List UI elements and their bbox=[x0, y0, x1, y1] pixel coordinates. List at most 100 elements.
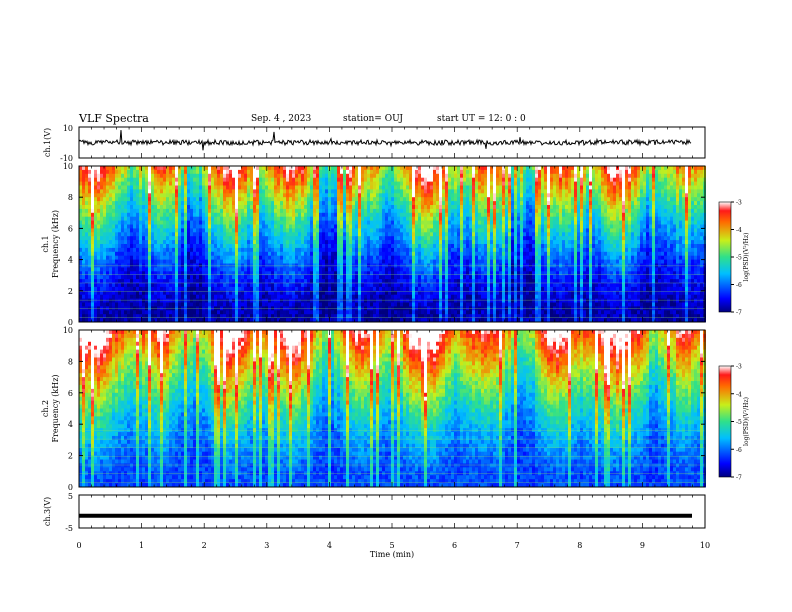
spectrogram-cell bbox=[115, 169, 118, 175]
spectrogram-cell bbox=[148, 240, 151, 245]
spectrogram-cell bbox=[160, 255, 163, 260]
spectrogram-cell bbox=[397, 279, 400, 284]
spectrogram-cell bbox=[205, 275, 208, 280]
spectrogram-cell bbox=[370, 247, 373, 253]
spectrogram-cell bbox=[199, 275, 202, 280]
spectrogram-cell bbox=[448, 267, 451, 272]
spectrogram-cell bbox=[157, 302, 160, 307]
spectrogram-cell bbox=[214, 240, 217, 245]
spectrogram-cell bbox=[82, 228, 85, 233]
spectrogram-cell bbox=[340, 193, 343, 198]
spectrogram-cell bbox=[160, 169, 163, 175]
spectrogram-cell bbox=[112, 228, 115, 233]
spectrogram-cell bbox=[241, 298, 244, 303]
spectrogram-cell bbox=[145, 173, 148, 179]
spectrogram-cell bbox=[100, 251, 103, 257]
spectrogram-cell bbox=[145, 267, 148, 272]
spectrogram-cell bbox=[94, 173, 97, 179]
spectrogram-cell bbox=[226, 220, 229, 225]
spectrogram-cell bbox=[379, 271, 382, 276]
spectrogram-cell bbox=[211, 201, 214, 206]
spectrogram-cell bbox=[406, 310, 409, 315]
spectrogram-cell bbox=[298, 232, 301, 237]
spectrogram-cell bbox=[100, 259, 103, 264]
spectrogram-cell bbox=[319, 259, 322, 264]
spectrogram-cell bbox=[151, 310, 154, 315]
spectrogram-cell bbox=[442, 232, 445, 237]
spectrogram-cell bbox=[421, 216, 424, 221]
spectrogram-cell bbox=[298, 224, 301, 229]
spectrogram-cell bbox=[97, 220, 100, 225]
spectrogram-cell bbox=[169, 212, 172, 218]
spectrogram-cell bbox=[370, 255, 373, 260]
spectrogram-cell bbox=[433, 279, 436, 284]
spectrogram-cell bbox=[352, 169, 355, 175]
spectrogram-cell bbox=[379, 314, 382, 319]
spectrogram-cell bbox=[208, 228, 211, 233]
spectrogram-cell bbox=[229, 201, 232, 206]
spectrogram-cell bbox=[445, 302, 448, 307]
spectrogram-cell bbox=[154, 189, 157, 194]
spectrogram-cell bbox=[304, 244, 307, 249]
spectrogram-cell bbox=[361, 310, 364, 315]
spectrogram-cell bbox=[325, 251, 328, 257]
spectrogram-cell bbox=[325, 310, 328, 315]
spectrogram-cell bbox=[256, 236, 259, 241]
spectrogram-cell bbox=[91, 220, 94, 225]
spectrogram-cell bbox=[88, 302, 91, 307]
spectrogram-cell bbox=[391, 197, 394, 202]
spectrogram-cell bbox=[238, 271, 241, 276]
spectrogram-cell bbox=[169, 318, 172, 323]
spectrogram-cell bbox=[421, 169, 424, 175]
spectrogram-cell bbox=[433, 283, 436, 288]
spectrogram-cell bbox=[178, 220, 181, 225]
spectrogram-cell bbox=[154, 232, 157, 237]
spectrogram-cell bbox=[451, 240, 454, 245]
spectrogram-cell bbox=[448, 294, 451, 299]
spectrogram-cell bbox=[325, 271, 328, 276]
spectrogram-cell bbox=[364, 201, 367, 206]
spectrogram-cell bbox=[229, 318, 232, 323]
spectrogram-cell bbox=[214, 318, 217, 323]
spectrogram-cell bbox=[448, 255, 451, 260]
spectrogram-cell bbox=[169, 208, 172, 214]
spectrogram-cell bbox=[238, 236, 241, 241]
spectrogram-cell bbox=[280, 255, 283, 260]
spectrogram-cell bbox=[127, 298, 130, 303]
spectrogram-cell bbox=[382, 228, 385, 233]
spectrogram-cell bbox=[163, 255, 166, 260]
spectrogram-cell bbox=[193, 208, 196, 214]
spectrogram-cell bbox=[271, 220, 274, 225]
spectrogram-cell bbox=[382, 286, 385, 292]
spectrogram-cell bbox=[205, 279, 208, 284]
spectrogram-cell bbox=[145, 216, 148, 221]
spectrogram-cell bbox=[280, 267, 283, 272]
spectrogram-cell bbox=[118, 298, 121, 303]
spectrogram-cell bbox=[196, 197, 199, 202]
spectrogram-cell bbox=[262, 236, 265, 241]
spectrogram-cell bbox=[166, 189, 169, 194]
spectrogram-cell bbox=[370, 208, 373, 214]
spectrogram-cell bbox=[421, 290, 424, 296]
spectrogram-cell bbox=[337, 283, 340, 288]
spectrogram-cell bbox=[121, 244, 124, 249]
spectrogram-cell bbox=[82, 286, 85, 292]
spectrogram-cell bbox=[337, 232, 340, 237]
spectrogram-cell bbox=[292, 232, 295, 237]
spectrogram-cell bbox=[355, 169, 358, 175]
spectrogram-cell bbox=[439, 290, 442, 296]
spectrogram-cell bbox=[160, 310, 163, 315]
spectrogram-cell bbox=[448, 185, 451, 190]
spectrogram-cell bbox=[373, 208, 376, 214]
spectrogram-cell bbox=[145, 224, 148, 229]
spectrogram-cell bbox=[220, 302, 223, 307]
spectrogram-cell bbox=[259, 205, 262, 210]
spectrogram-cell bbox=[250, 208, 253, 214]
spectrogram-cell bbox=[178, 298, 181, 303]
spectrogram-cell bbox=[184, 220, 187, 225]
spectrogram-cell bbox=[124, 216, 127, 221]
spectrogram-cell bbox=[412, 240, 415, 245]
spectrogram-cell bbox=[211, 216, 214, 221]
spectrogram-cell bbox=[124, 279, 127, 284]
spectrogram-cell bbox=[112, 212, 115, 218]
